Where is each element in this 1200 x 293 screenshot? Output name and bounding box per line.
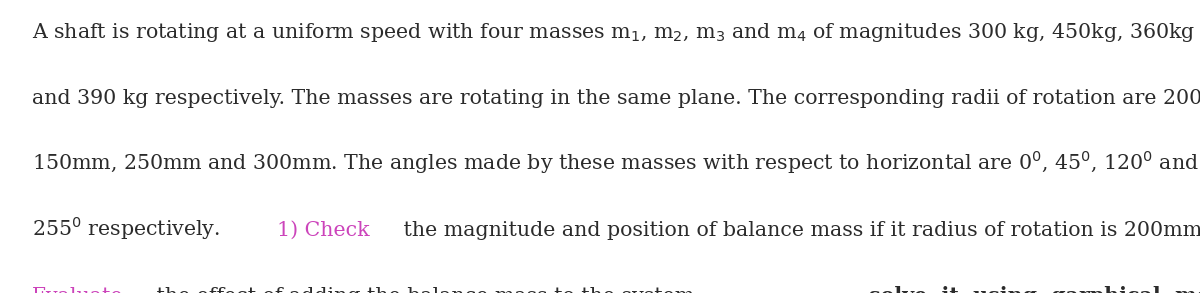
Text: 150mm, 250mm and 300mm. The angles made by these masses with respect to horizont: 150mm, 250mm and 300mm. The angles made …	[32, 148, 1199, 176]
Text: solve  it  using  garphical  method: solve it using garphical method	[869, 286, 1200, 293]
Text: A shaft is rotating at a uniform speed with four masses m$_{1}$, m$_{2}$, m$_{3}: A shaft is rotating at a uniform speed w…	[32, 21, 1195, 44]
Text: the effect of adding the balance mass to the system.: the effect of adding the balance mass to…	[150, 287, 708, 293]
Text: and 390 kg respectively. The masses are rotating in the same plane. The correspo: and 390 kg respectively. The masses are …	[32, 89, 1200, 108]
Text: 255$^{0}$ respectively.: 255$^{0}$ respectively.	[32, 214, 222, 242]
Text: the magnitude and position of balance mass if it radius of rotation is 200mm, an: the magnitude and position of balance ma…	[397, 221, 1200, 240]
Text: 1) Check: 1) Check	[277, 221, 370, 240]
Text: Evaluate: Evaluate	[32, 287, 124, 293]
